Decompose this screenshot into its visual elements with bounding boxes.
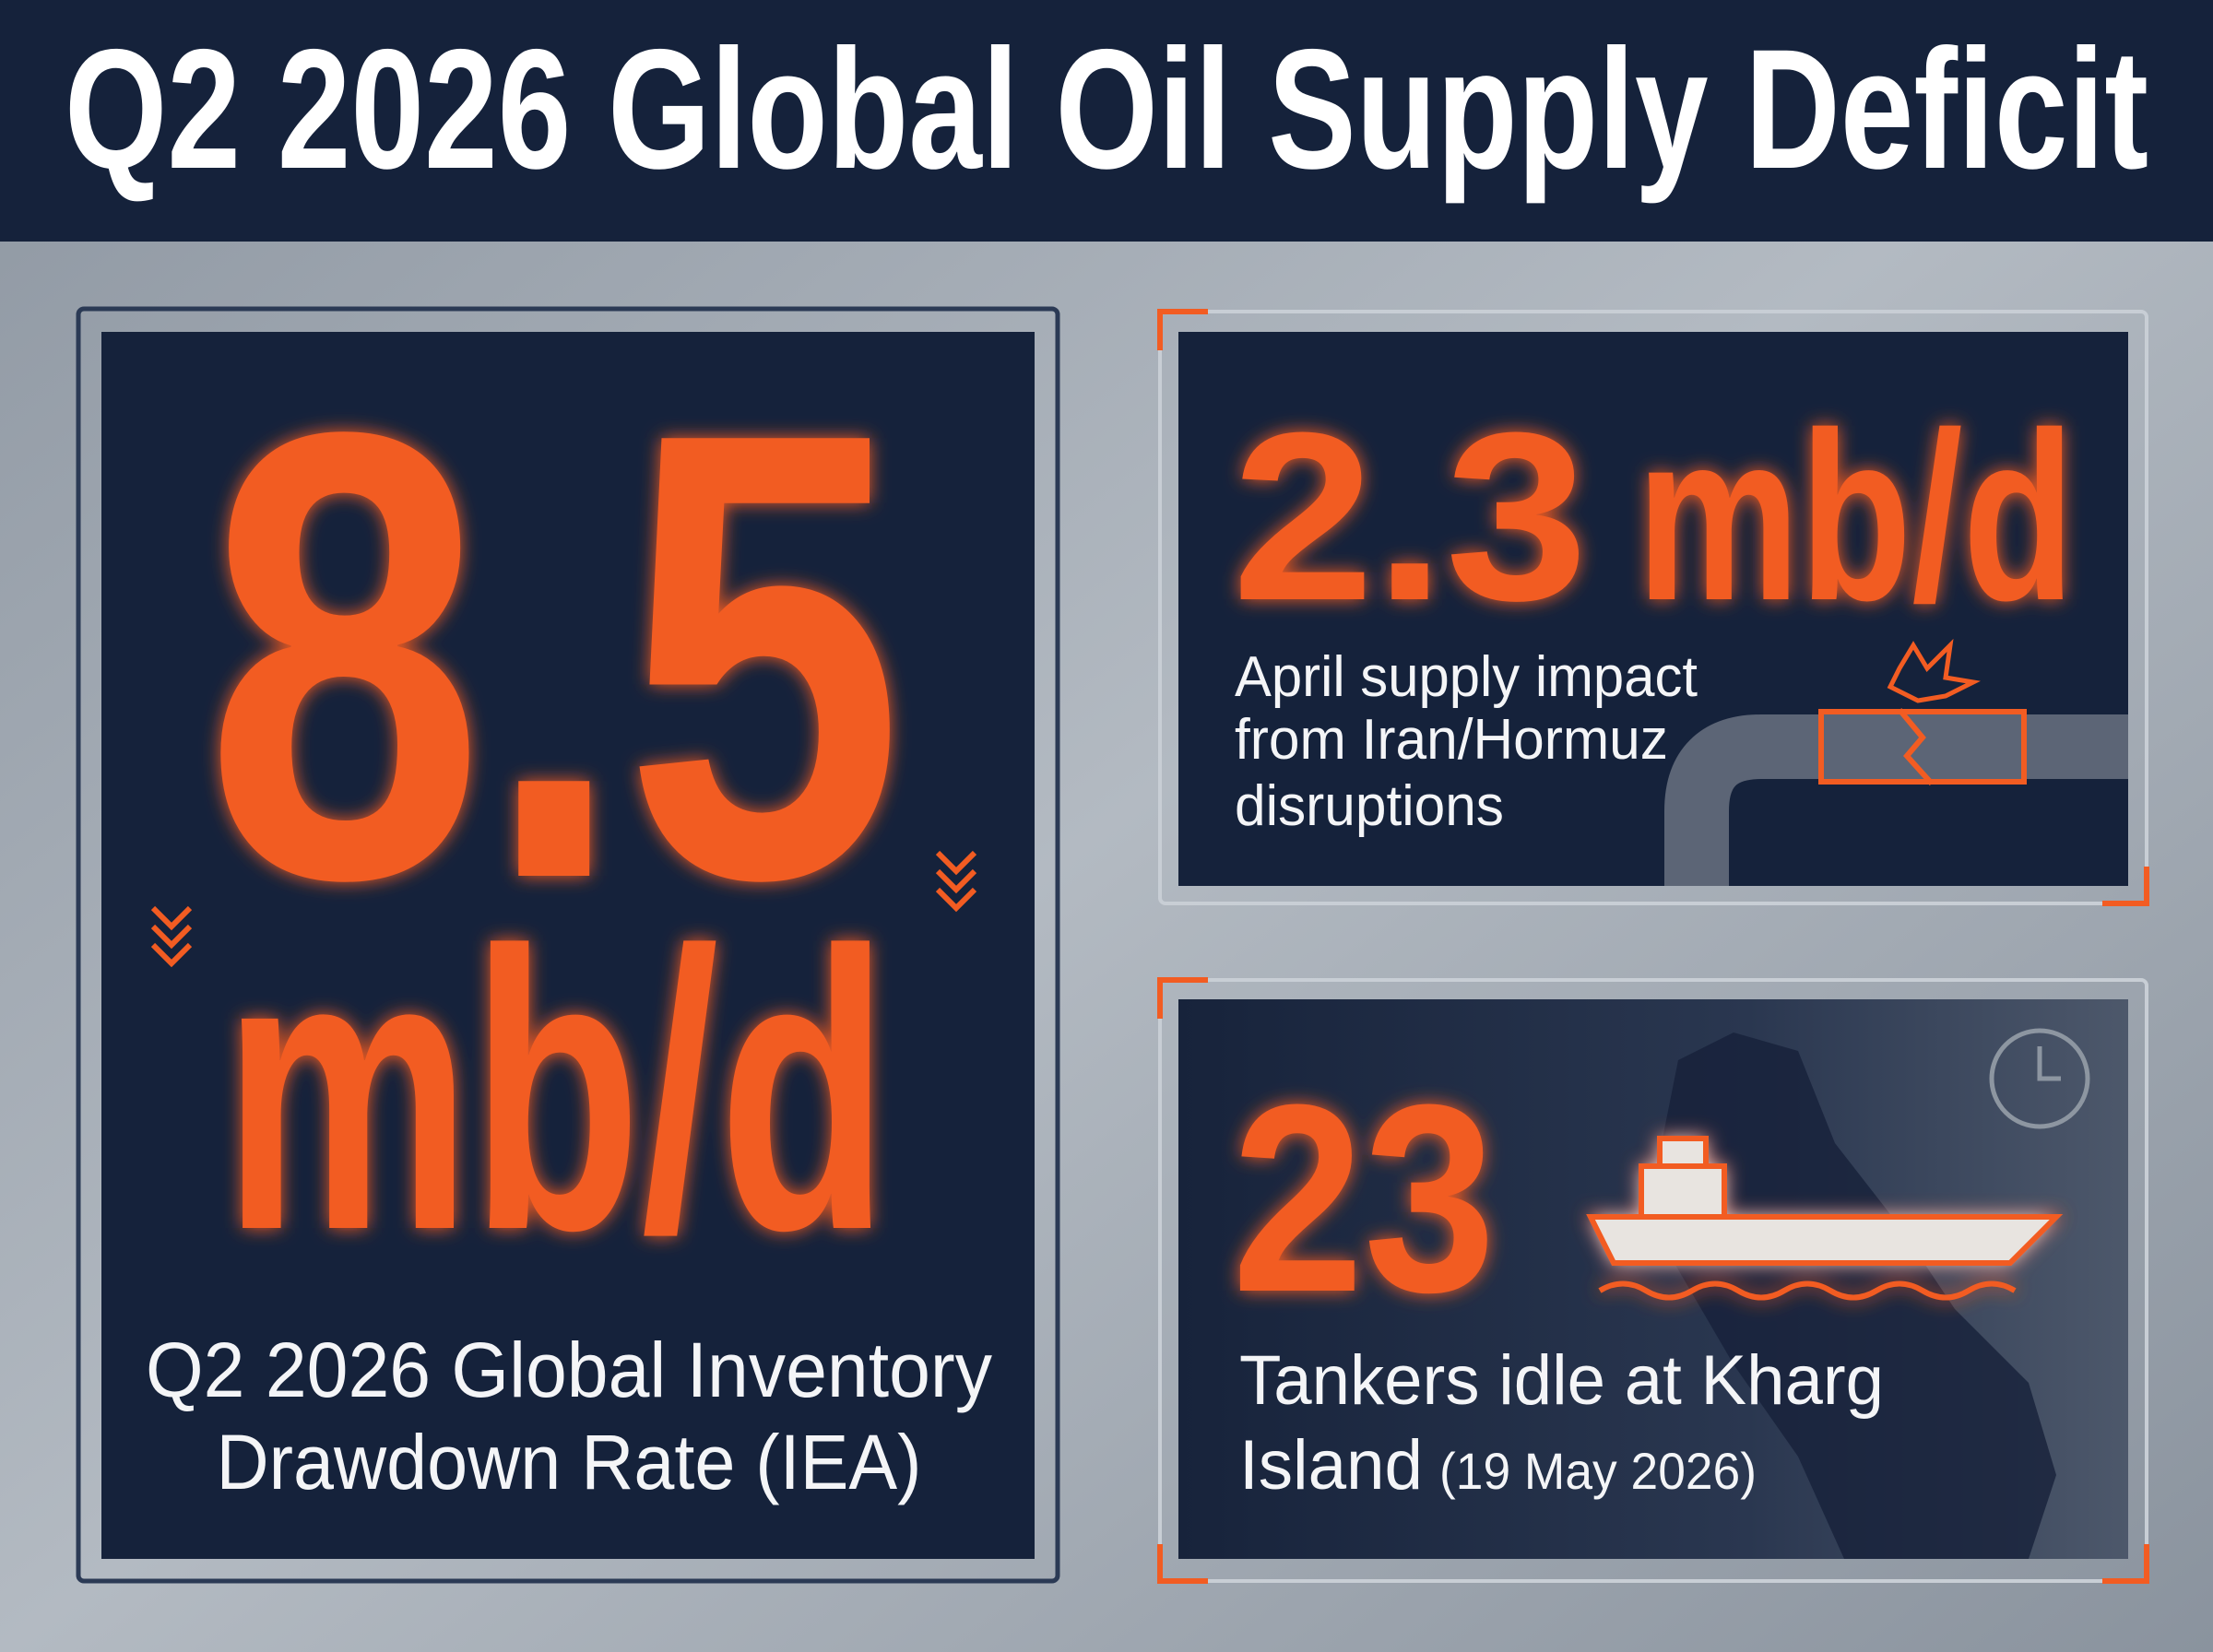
card-note: (19 May 2026) bbox=[1439, 1442, 1757, 1500]
corner-accent bbox=[1157, 977, 2149, 1584]
card-label: Tankers idle at Kharg bbox=[1239, 1341, 1884, 1420]
card-label: Q2 2026 Global Inventory bbox=[146, 1327, 992, 1413]
card-frame bbox=[1158, 310, 2148, 905]
card-unit: mb/d bbox=[1637, 384, 2075, 651]
card-label: April supply impact bbox=[1235, 645, 1698, 709]
tanker-icon bbox=[1586, 1136, 2064, 1301]
broken-pipe bbox=[1664, 638, 2128, 886]
title: Q2 2026 Global Oil Supply Deficit bbox=[65, 15, 2148, 205]
card-label: disruptions bbox=[1235, 774, 1504, 838]
card-value: 23 bbox=[1232, 1049, 1496, 1348]
card-value: 2.3 bbox=[1232, 384, 1588, 651]
corner-accent bbox=[1157, 309, 2149, 906]
card-unit: mb/d bbox=[223, 870, 889, 1313]
header-bar bbox=[0, 0, 2213, 242]
clock-icon bbox=[1989, 1028, 2090, 1129]
card-label: Drawdown Rate (IEA) bbox=[217, 1419, 922, 1505]
card bbox=[101, 332, 1035, 1559]
card-frame bbox=[76, 306, 1060, 1584]
chevrons bbox=[150, 850, 977, 968]
card-label: from Iran/Hormuz bbox=[1235, 708, 1668, 772]
card-label: Island bbox=[1239, 1426, 1423, 1504]
card-value: 8.5 bbox=[205, 301, 904, 1011]
card-frame bbox=[1158, 978, 2148, 1583]
card bbox=[1178, 332, 2128, 886]
